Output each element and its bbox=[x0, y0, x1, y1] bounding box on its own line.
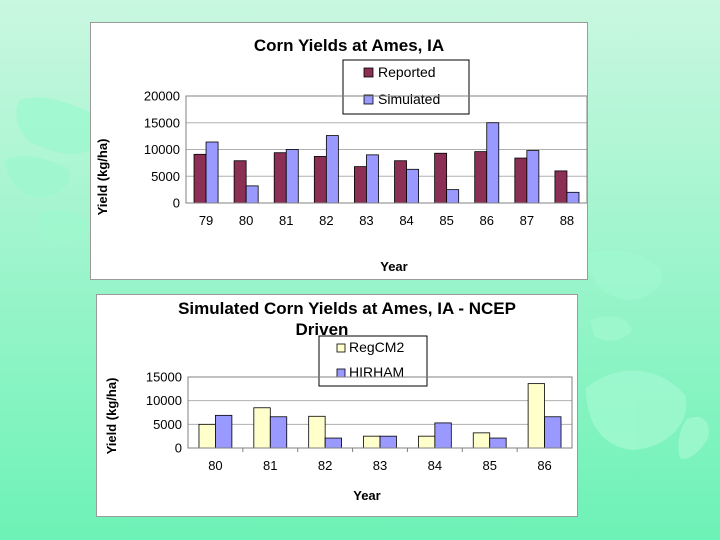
landmass-shape bbox=[586, 250, 662, 300]
legend-label-regcm2: RegCM2 bbox=[349, 339, 404, 355]
bar-hirham-86 bbox=[544, 416, 562, 449]
bar-reported-86 bbox=[474, 151, 488, 204]
bar-reported-81 bbox=[273, 152, 287, 204]
bar-hirham-84 bbox=[434, 422, 452, 449]
bar-regcm2-85 bbox=[472, 432, 491, 449]
bar-simulated-83 bbox=[366, 154, 379, 204]
chart-2-plot-frame bbox=[187, 376, 573, 449]
legend-label-reported: Reported bbox=[378, 64, 436, 80]
bar-hirham-81 bbox=[269, 416, 288, 449]
bar-simulated-84 bbox=[406, 168, 419, 204]
chart-panel-regcm2-vs-hirham: Simulated Corn Yields at Ames, IA - NCEP… bbox=[96, 294, 578, 517]
chart-2-title: Simulated Corn Yields at Ames, IA - NCEP bbox=[178, 299, 516, 318]
x-tick-label: 80 bbox=[239, 213, 253, 228]
bar-hirham-83 bbox=[379, 435, 397, 449]
x-tick-label: 84 bbox=[399, 213, 413, 228]
x-tick-label: 81 bbox=[263, 458, 277, 473]
x-tick-label: 83 bbox=[359, 213, 373, 228]
x-tick-label: 83 bbox=[373, 458, 387, 473]
chart-1-ylabel: Yield (kg/ha) bbox=[95, 139, 110, 216]
bar-regcm2-86 bbox=[527, 383, 545, 449]
bar-regcm2-84 bbox=[417, 435, 436, 449]
legend-label-simulated: Simulated bbox=[378, 91, 440, 107]
bar-reported-82 bbox=[313, 156, 327, 204]
bar-hirham-80 bbox=[215, 414, 233, 449]
chart-2-title-line2: Driven bbox=[296, 320, 349, 339]
x-tick-label: 86 bbox=[537, 458, 551, 473]
x-tick-label: 86 bbox=[480, 213, 494, 228]
x-tick-label: 82 bbox=[318, 458, 332, 473]
bar-reported-80 bbox=[233, 160, 247, 204]
chart-2-ylabel: Yield (kg/ha) bbox=[104, 378, 119, 455]
bar-reported-83 bbox=[354, 166, 367, 204]
legend-swatch-regcm2 bbox=[336, 343, 346, 353]
bar-reported-87 bbox=[514, 157, 528, 204]
x-tick-label: 85 bbox=[439, 213, 453, 228]
legend-label-hirham: HIRHAM bbox=[349, 364, 404, 380]
legend-swatch-simulated bbox=[363, 94, 374, 105]
chart-2-svg: Simulated Corn Yields at Ames, IA - NCEP… bbox=[104, 299, 573, 503]
x-tick-label: 81 bbox=[279, 213, 293, 228]
y-tick-label: 10000 bbox=[144, 142, 180, 157]
landmass-shape bbox=[586, 370, 687, 450]
bar-hirham-82 bbox=[324, 437, 342, 449]
bar-simulated-88 bbox=[566, 191, 580, 204]
y-tick-label: 5000 bbox=[153, 417, 182, 432]
bar-simulated-82 bbox=[325, 135, 339, 204]
x-tick-label: 84 bbox=[428, 458, 442, 473]
x-tick-label: 82 bbox=[319, 213, 333, 228]
y-tick-label: 15000 bbox=[144, 115, 180, 130]
bar-regcm2-82 bbox=[308, 415, 326, 449]
chart-2-legend: RegCM2 HIRHAM bbox=[318, 335, 428, 387]
chart-panel-reported-vs-simulated: Corn Yields at Ames, IA Reported Simulat… bbox=[90, 22, 588, 280]
bar-simulated-80 bbox=[245, 185, 259, 204]
x-tick-label: 88 bbox=[560, 213, 574, 228]
bar-regcm2-83 bbox=[363, 435, 381, 449]
bar-simulated-86 bbox=[486, 122, 500, 204]
y-tick-label: 0 bbox=[173, 196, 180, 211]
legend-swatch-reported bbox=[363, 67, 374, 78]
y-tick-label: 0 bbox=[175, 441, 182, 456]
y-tick-label: 15000 bbox=[146, 370, 182, 385]
bar-regcm2-81 bbox=[253, 407, 271, 449]
x-tick-label: 80 bbox=[208, 458, 222, 473]
chart-1-plot-frame bbox=[185, 95, 587, 204]
chart-1-xlabel: Year bbox=[380, 259, 407, 274]
bar-simulated-85 bbox=[446, 189, 460, 204]
chart-1-title: Corn Yields at Ames, IA bbox=[254, 36, 444, 55]
bar-simulated-79 bbox=[205, 141, 219, 204]
legend-swatch-hirham bbox=[336, 368, 346, 378]
x-tick-label: 87 bbox=[520, 213, 534, 228]
landmass-shape bbox=[590, 316, 632, 341]
chart-2-xlabel: Year bbox=[353, 488, 380, 503]
chart-1-svg: Corn Yields at Ames, IA Reported Simulat… bbox=[95, 36, 587, 274]
y-tick-label: 10000 bbox=[146, 393, 182, 408]
landmass-shape bbox=[37, 210, 88, 243]
landmass-shape bbox=[678, 416, 709, 459]
x-tick-label: 85 bbox=[482, 458, 496, 473]
y-tick-label: 5000 bbox=[151, 169, 180, 184]
bar-simulated-81 bbox=[285, 149, 299, 204]
bar-reported-88 bbox=[554, 170, 568, 204]
bar-simulated-87 bbox=[526, 150, 540, 204]
bar-reported-79 bbox=[193, 153, 207, 204]
x-tick-label: 79 bbox=[199, 213, 213, 228]
bar-reported-84 bbox=[394, 160, 407, 204]
chart-1-legend: Reported Simulated bbox=[342, 59, 470, 115]
landmass-shape bbox=[16, 97, 90, 155]
bar-reported-85 bbox=[434, 152, 448, 204]
bar-hirham-85 bbox=[489, 437, 507, 449]
y-tick-label: 20000 bbox=[144, 89, 180, 104]
bar-regcm2-80 bbox=[198, 423, 216, 449]
landmass-shape bbox=[5, 156, 71, 198]
